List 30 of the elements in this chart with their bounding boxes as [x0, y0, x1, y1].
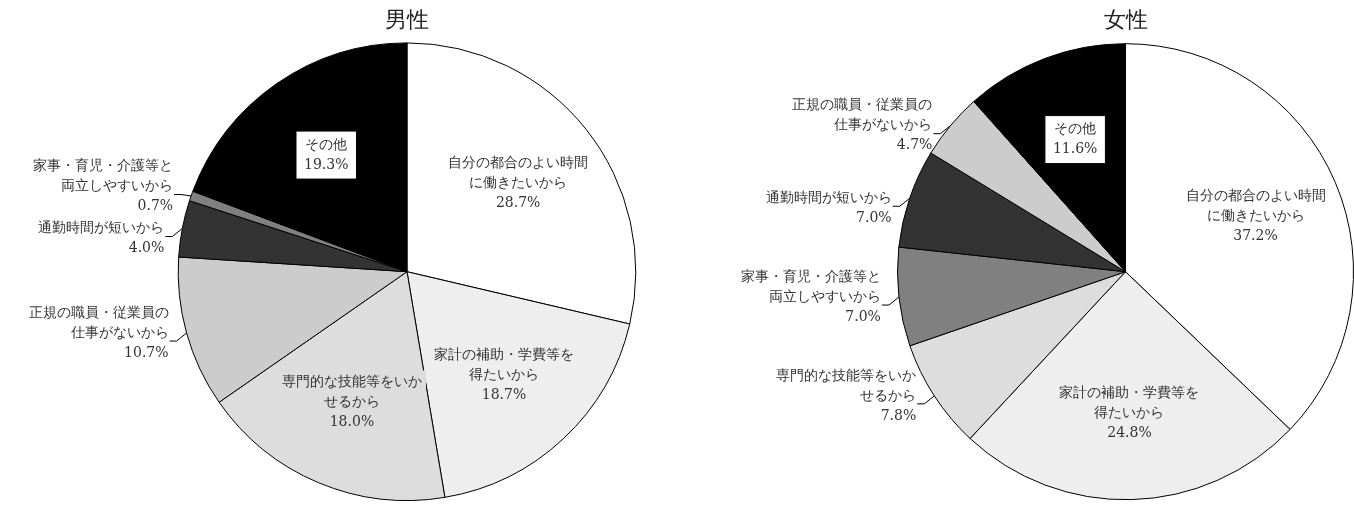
- data-label: 10.7%: [124, 343, 169, 360]
- data-label: 7.0%: [845, 307, 881, 324]
- data-label: 4.0%: [128, 239, 165, 256]
- slice-label: 専門的な技能等をいかせるから: [281, 373, 422, 410]
- data-label: 11.6%: [1052, 140, 1098, 157]
- slice-label: 通勤時間が短いから: [38, 219, 165, 236]
- slice-label: 正規の職員・従業員の仕事がないから: [28, 303, 169, 340]
- data-label: 18.0%: [329, 413, 375, 430]
- slice-label: 専門的な技能等をいかせるから: [776, 366, 917, 403]
- data-label: 19.3%: [303, 155, 349, 172]
- slice-label: 家事・育児・介護等と両立しやすいから: [33, 157, 174, 194]
- slice-label: その他: [305, 135, 348, 152]
- data-label: 7.8%: [880, 406, 917, 423]
- slice-label: 家計の補助・学費等を得たいから: [1059, 383, 1200, 420]
- slice-label: 家計の補助・学費等を得たいから: [434, 345, 575, 382]
- slice-label: 正規の職員・従業員の仕事がないから: [792, 96, 933, 133]
- data-label: 18.7%: [481, 385, 527, 402]
- slice-label: 自分の都合のよい時間に働きたいから: [1185, 186, 1326, 223]
- slice-label: その他: [1054, 120, 1097, 137]
- data-label: 24.8%: [1107, 423, 1152, 440]
- data-label: 37.2%: [1233, 226, 1278, 243]
- data-label: 4.7%: [896, 136, 933, 153]
- data-label: 0.7%: [137, 197, 174, 214]
- data-label: 28.7%: [495, 194, 541, 211]
- slice-label: 通勤時間が短いから: [765, 188, 892, 205]
- slice-label: 自分の都合のよい時間に働きたいから: [448, 154, 589, 191]
- chart-title: 女性: [1103, 6, 1148, 32]
- chart-title: 男性: [385, 6, 429, 32]
- slice-label: 家事・育児・介護等と両立しやすいから: [740, 267, 881, 304]
- data-label: 7.0%: [856, 208, 892, 225]
